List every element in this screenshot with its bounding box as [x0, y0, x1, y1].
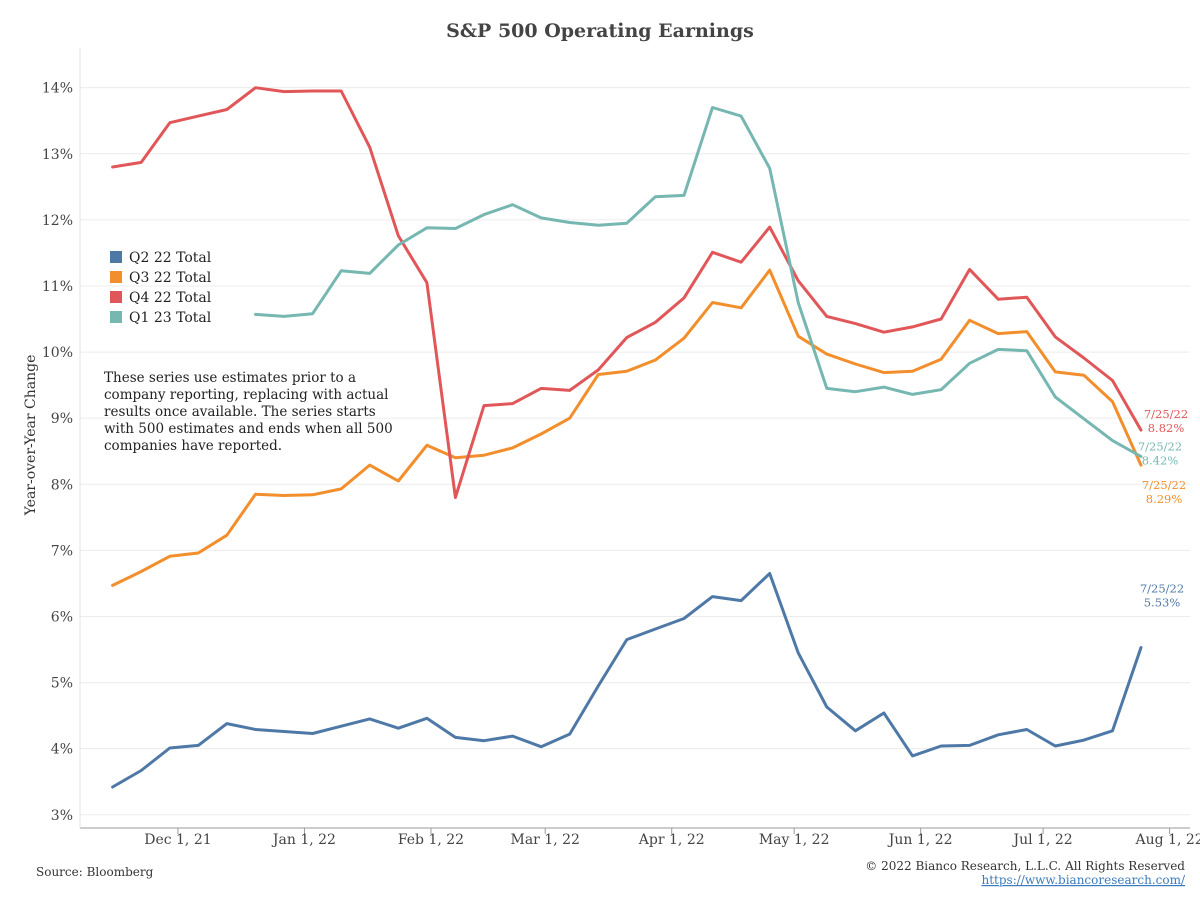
legend-label-q2-22: Q2 22 Total: [129, 250, 212, 266]
legend-swatch-q2-22: [110, 251, 122, 263]
copyright-note: © 2022 Bianco Research, L.L.C. All Right…: [865, 859, 1185, 873]
label-layer: 7/25/225.53%7/25/228.29%7/25/228.82%7/25…: [1138, 407, 1188, 609]
x-tick-label: Dec 1, 21: [144, 832, 211, 848]
y-tick-label: 13%: [42, 147, 73, 163]
y-tick-label: 14%: [42, 81, 73, 97]
series-line-q1-23-total: [254, 106, 1143, 458]
legend-swatch-q4-22: [110, 291, 122, 303]
y-tick-label: 4%: [51, 742, 73, 758]
y-tick-label: 7%: [51, 543, 73, 559]
legend-swatch-q1-23: [110, 311, 122, 323]
legend: Q2 22 Total Q3 22 Total Q4 22 Total Q1 2…: [110, 250, 212, 326]
axis-layer: 14% 13% 12% 11% 10% 9% 8% 7% 6% 5% 4% 3% Dec 1, 21 Ja…: [42, 48, 1200, 848]
end-label-value: 8.29%: [1146, 492, 1183, 506]
y-tick-label: 6%: [51, 609, 73, 625]
y-tick-label: 3%: [51, 808, 73, 824]
x-tick-label: Jun 1, 22: [887, 832, 953, 848]
x-tick-label: Aug 1, 22: [1135, 832, 1200, 848]
annotation-line-1: These series use estimates prior to a: [104, 370, 356, 386]
series-line-q3-22-total: [111, 268, 1143, 587]
y-tick-label: 8%: [51, 477, 73, 493]
annotation-line-3: results once available. The series start…: [104, 404, 376, 420]
website-link[interactable]: https://www.biancoresearch.com/: [981, 873, 1185, 887]
x-tick-label: Apr 1, 22: [638, 832, 705, 848]
x-tick-label: May 1, 22: [759, 832, 830, 848]
x-tick-label: Jan 1, 22: [271, 832, 336, 848]
legend-label-q4-22: Q4 22 Total: [129, 290, 212, 306]
x-tick-label: Feb 1, 22: [398, 832, 464, 848]
series-layer: [111, 86, 1143, 789]
y-tick-label: 5%: [51, 676, 73, 692]
end-label-value: 5.53%: [1144, 596, 1181, 610]
y-axis-label: Year-over-Year Change: [23, 355, 39, 517]
end-label-date: 7/25/22: [1142, 478, 1186, 492]
legend-label-q3-22: Q3 22 Total: [129, 270, 212, 286]
annotation-line-5: companies have reported.: [104, 438, 282, 454]
y-tick-label: 12%: [42, 213, 73, 229]
end-label-date: 7/25/22: [1144, 407, 1188, 421]
legend-swatch-q3-22: [110, 271, 122, 283]
y-tick-label: 9%: [51, 411, 73, 427]
series-line-q4-22-total: [111, 86, 1143, 499]
legend-label-q1-23: Q1 23 Total: [129, 310, 212, 326]
chart-title: S&P 500 Operating Earnings: [446, 20, 754, 42]
end-label-date: 7/25/22: [1140, 582, 1184, 596]
x-tick-label: Mar 1, 22: [510, 832, 579, 848]
annotation-line-2: company reporting, replacing with actual: [104, 387, 388, 403]
y-tick-label: 11%: [42, 279, 73, 295]
y-tick-label: 10%: [42, 345, 73, 361]
end-label-value: 8.42%: [1142, 454, 1179, 468]
annotation-note: These series use estimates prior to a co…: [104, 370, 393, 454]
series-line-q2-22-total: [111, 572, 1143, 789]
grid-layer: [80, 87, 1190, 816]
x-tick-label: Jul 1, 22: [1011, 832, 1072, 848]
source-note: Source: Bloomberg: [36, 865, 154, 879]
end-label-value: 8.82%: [1148, 421, 1185, 435]
annotation-line-4: with 500 estimates and ends when all 500: [104, 421, 393, 437]
end-label-date: 7/25/22: [1138, 440, 1182, 454]
